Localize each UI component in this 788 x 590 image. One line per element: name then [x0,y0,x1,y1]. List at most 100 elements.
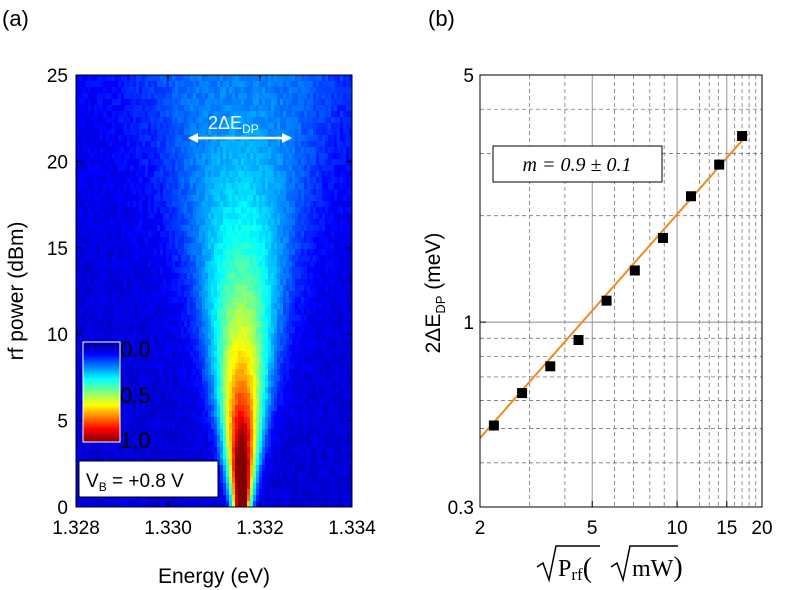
heatmap-cell [229,285,233,292]
heatmap-cell [136,387,140,394]
heatmap-cell [334,81,338,88]
heatmap-cell [268,261,272,268]
heatmap-cell [187,261,191,268]
heatmap-cell [94,237,98,244]
heatmap-cell [277,111,281,118]
heatmap-cell [262,375,266,382]
heatmap-cell [196,297,200,304]
heatmap-cell [283,267,287,274]
heatmap-cell [289,249,293,256]
heatmap-cell [97,255,101,262]
heatmap-cell [262,207,266,214]
heatmap-cell [235,177,239,184]
heatmap-cell [286,225,290,232]
heatmap-cell [334,111,338,118]
heatmap-cell [82,147,86,154]
heatmap-cell [250,81,254,88]
heatmap-cell [211,255,215,262]
heatmap-cell [106,303,110,310]
heatmap-cell [319,393,323,400]
heatmap-cell [334,297,338,304]
heatmap-cell [196,111,200,118]
heatmap-cell [316,249,320,256]
heatmap-cell [223,189,227,196]
heatmap-cell [151,225,155,232]
heatmap-cell [160,219,164,226]
heatmap-cell [331,93,335,100]
heatmap-cell [289,111,293,118]
heatmap-cell [79,321,83,328]
heatmap-cell [223,225,227,232]
heatmap-cell [340,243,344,250]
heatmap-cell [280,291,284,298]
heatmap-cell [166,357,170,364]
heatmap-cell [91,189,95,196]
heatmap-cell [313,393,317,400]
heatmap-cell [322,201,326,208]
heatmap-cell [145,261,149,268]
heatmap-cell [199,381,203,388]
heatmap-cell [229,195,233,202]
heatmap-cell [142,129,146,136]
heatmap-cell [121,315,125,322]
heatmap-cell [325,93,329,100]
heatmap-cell [217,261,221,268]
heatmap-cell [241,165,245,172]
heatmap-cell [259,345,263,352]
heatmap-cell [292,81,296,88]
heatmap-cell [316,177,320,184]
heatmap-cell [154,147,158,154]
heatmap-cell [280,243,284,250]
heatmap-cell [343,255,347,262]
heatmap-cell [130,105,134,112]
heatmap-cell [169,213,173,220]
heatmap-cell [205,297,209,304]
heatmap-cell [322,351,326,358]
heatmap-cell [199,189,203,196]
heatmap-cell [322,345,326,352]
heatmap-cell [205,279,209,286]
heatmap-cell [88,93,92,100]
heatmap-cell [184,189,188,196]
heatmap-cell [310,87,314,94]
heatmap-cell [220,141,224,148]
heatmap-cell [121,309,125,316]
heatmap-cell [196,243,200,250]
heatmap-cell [271,303,275,310]
heatmap-cell [163,165,167,172]
heatmap-cell [202,363,206,370]
heatmap-cell [253,201,257,208]
heatmap-cell [94,75,98,82]
heatmap-cell [298,363,302,370]
heatmap-cell [133,231,137,238]
heatmap-cell [109,195,113,202]
heatmap-cell [292,201,296,208]
heatmap-cell [238,141,242,148]
heatmap-cell [133,375,137,382]
heatmap-cell [259,279,263,286]
heatmap-cell [349,363,352,370]
heatmap-cell [247,303,251,310]
heatmap-cell [202,207,206,214]
heatmap-cell [121,207,125,214]
heatmap-cell [304,201,308,208]
heatmap-cell [139,393,143,400]
heatmap-cell [151,261,155,268]
heatmap-cell [178,117,182,124]
heatmap-cell [127,345,131,352]
heatmap-cell [79,159,83,166]
heatmap-cell [112,273,116,280]
heatmap-cell [217,333,221,340]
heatmap-cell [82,279,86,286]
heatmap-cell [319,237,323,244]
heatmap-cell [118,153,122,160]
heatmap-cell [322,117,326,124]
heatmap-cell [148,321,152,328]
heatmap-cell [193,297,197,304]
heatmap-cell [196,183,200,190]
heatmap-cell [247,345,251,352]
heatmap-cell [220,213,224,220]
heatmap-cell [115,99,119,106]
heatmap-cell [175,339,179,346]
heatmap-cell [166,255,170,262]
